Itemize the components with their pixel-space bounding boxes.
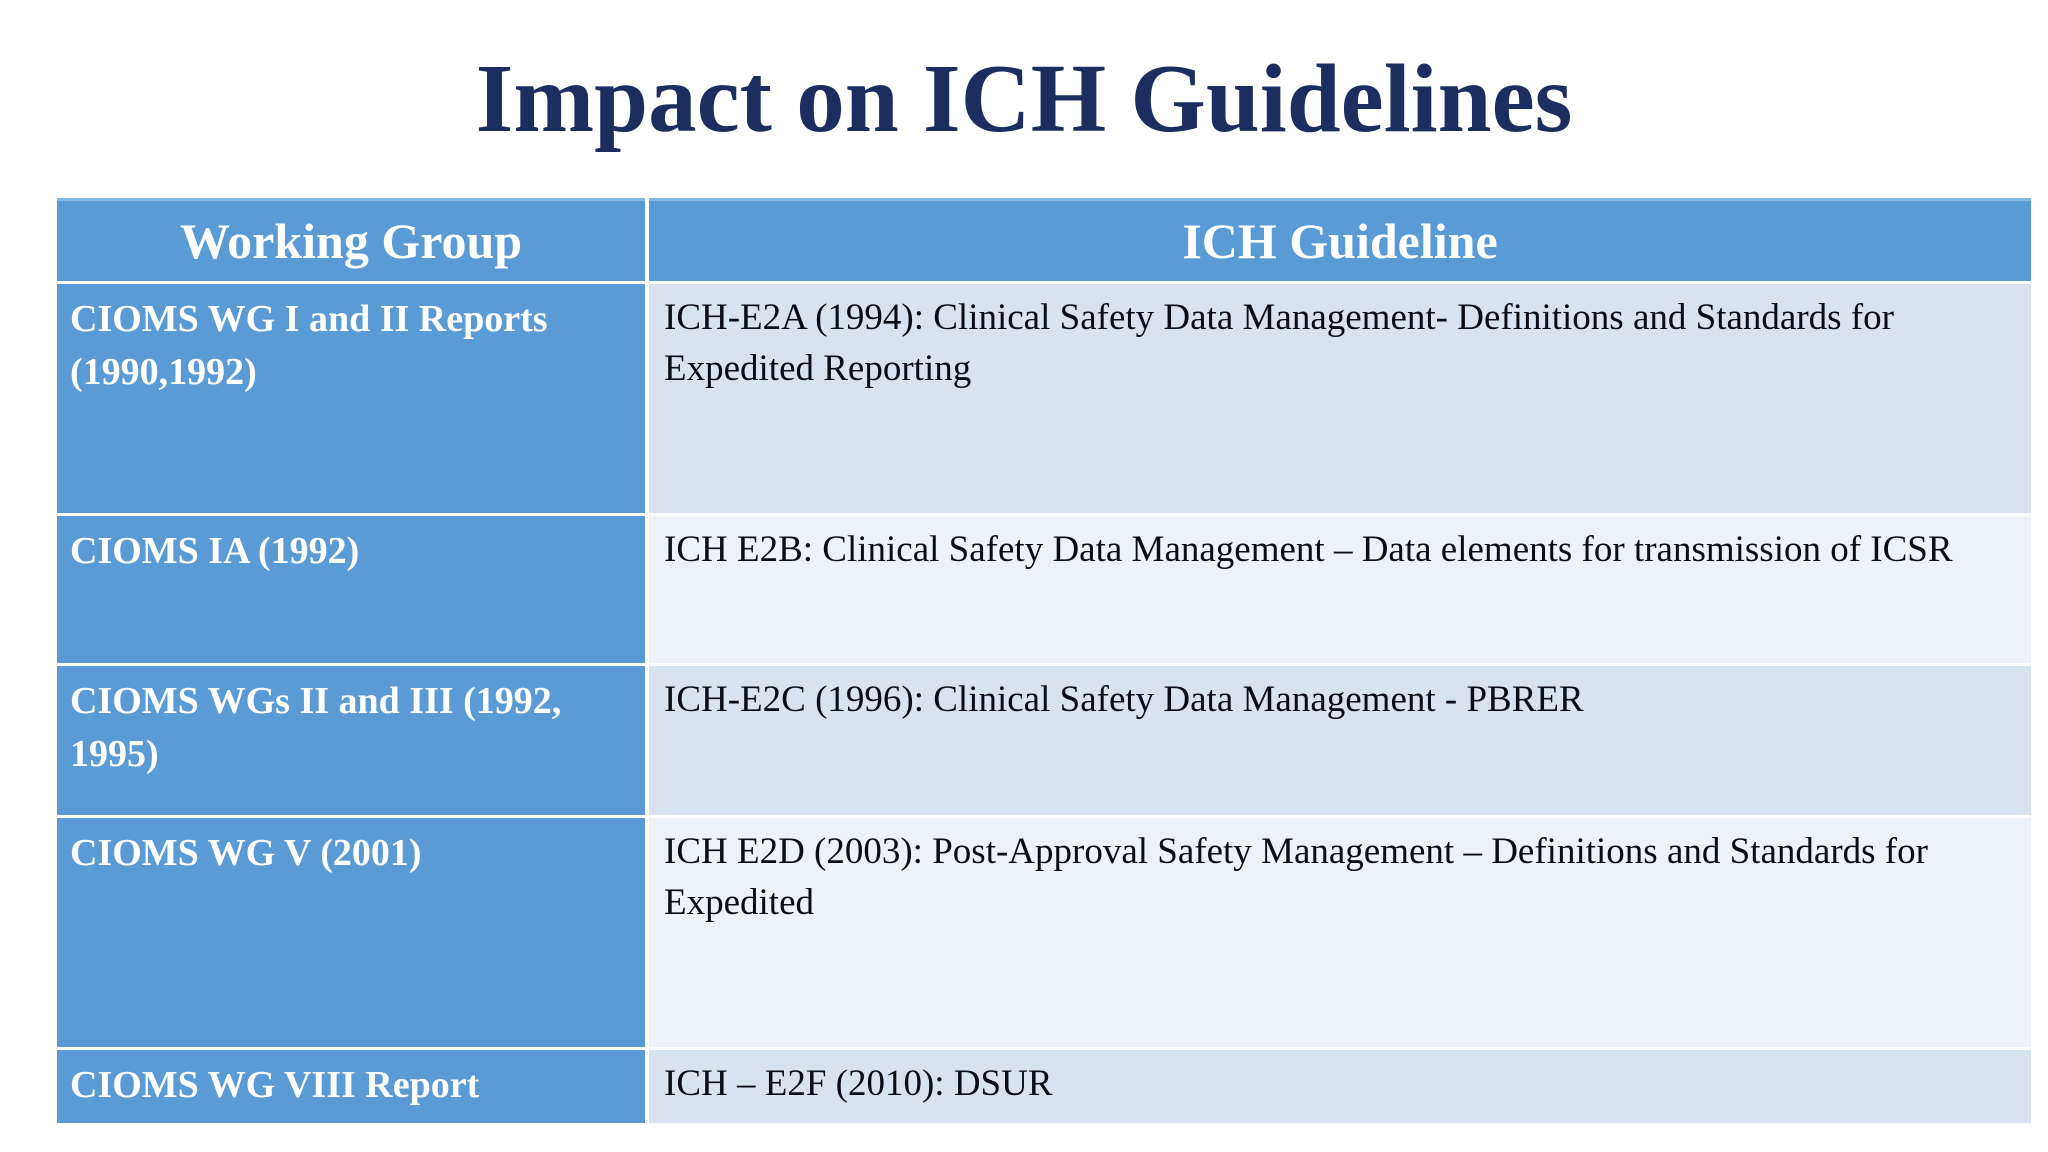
table-row: CIOMS WG VIII Report ICH – E2F (2010): D… <box>57 1050 2031 1123</box>
ich-guideline-cell: ICH-E2A (1994): Clinical Safety Data Man… <box>649 284 2031 513</box>
ich-guideline-cell: ICH E2D (2003): Post-Approval Safety Man… <box>649 818 2031 1047</box>
column-header-ich-guideline: ICH Guideline <box>649 198 2031 281</box>
ich-guideline-cell: ICH – E2F (2010): DSUR <box>649 1050 2031 1123</box>
ich-guideline-cell: ICH-E2C (1996): Clinical Safety Data Man… <box>649 666 2031 815</box>
table-row: CIOMS WG V (2001) ICH E2D (2003): Post-A… <box>57 818 2031 1047</box>
page-title: Impact on ICH Guidelines <box>475 45 1573 152</box>
working-group-cell: CIOMS WG VIII Report <box>57 1050 645 1123</box>
table-row: CIOMS WG I and II Reports (1990,1992) IC… <box>57 284 2031 513</box>
ich-guideline-cell: ICH E2B: Clinical Safety Data Management… <box>649 516 2031 663</box>
working-group-cell: CIOMS IA (1992) <box>57 516 645 663</box>
guidelines-table: Working Group ICH Guideline CIOMS WG I a… <box>57 198 2031 1123</box>
working-group-cell: CIOMS WG I and II Reports (1990,1992) <box>57 284 645 513</box>
column-header-working-group: Working Group <box>57 198 645 281</box>
working-group-cell: CIOMS WGs II and III (1992, 1995) <box>57 666 645 815</box>
working-group-cell: CIOMS WG V (2001) <box>57 818 645 1047</box>
table-row: CIOMS WGs II and III (1992, 1995) ICH-E2… <box>57 666 2031 815</box>
table-header-row: Working Group ICH Guideline <box>57 198 2031 281</box>
table-row: CIOMS IA (1992) ICH E2B: Clinical Safety… <box>57 516 2031 663</box>
